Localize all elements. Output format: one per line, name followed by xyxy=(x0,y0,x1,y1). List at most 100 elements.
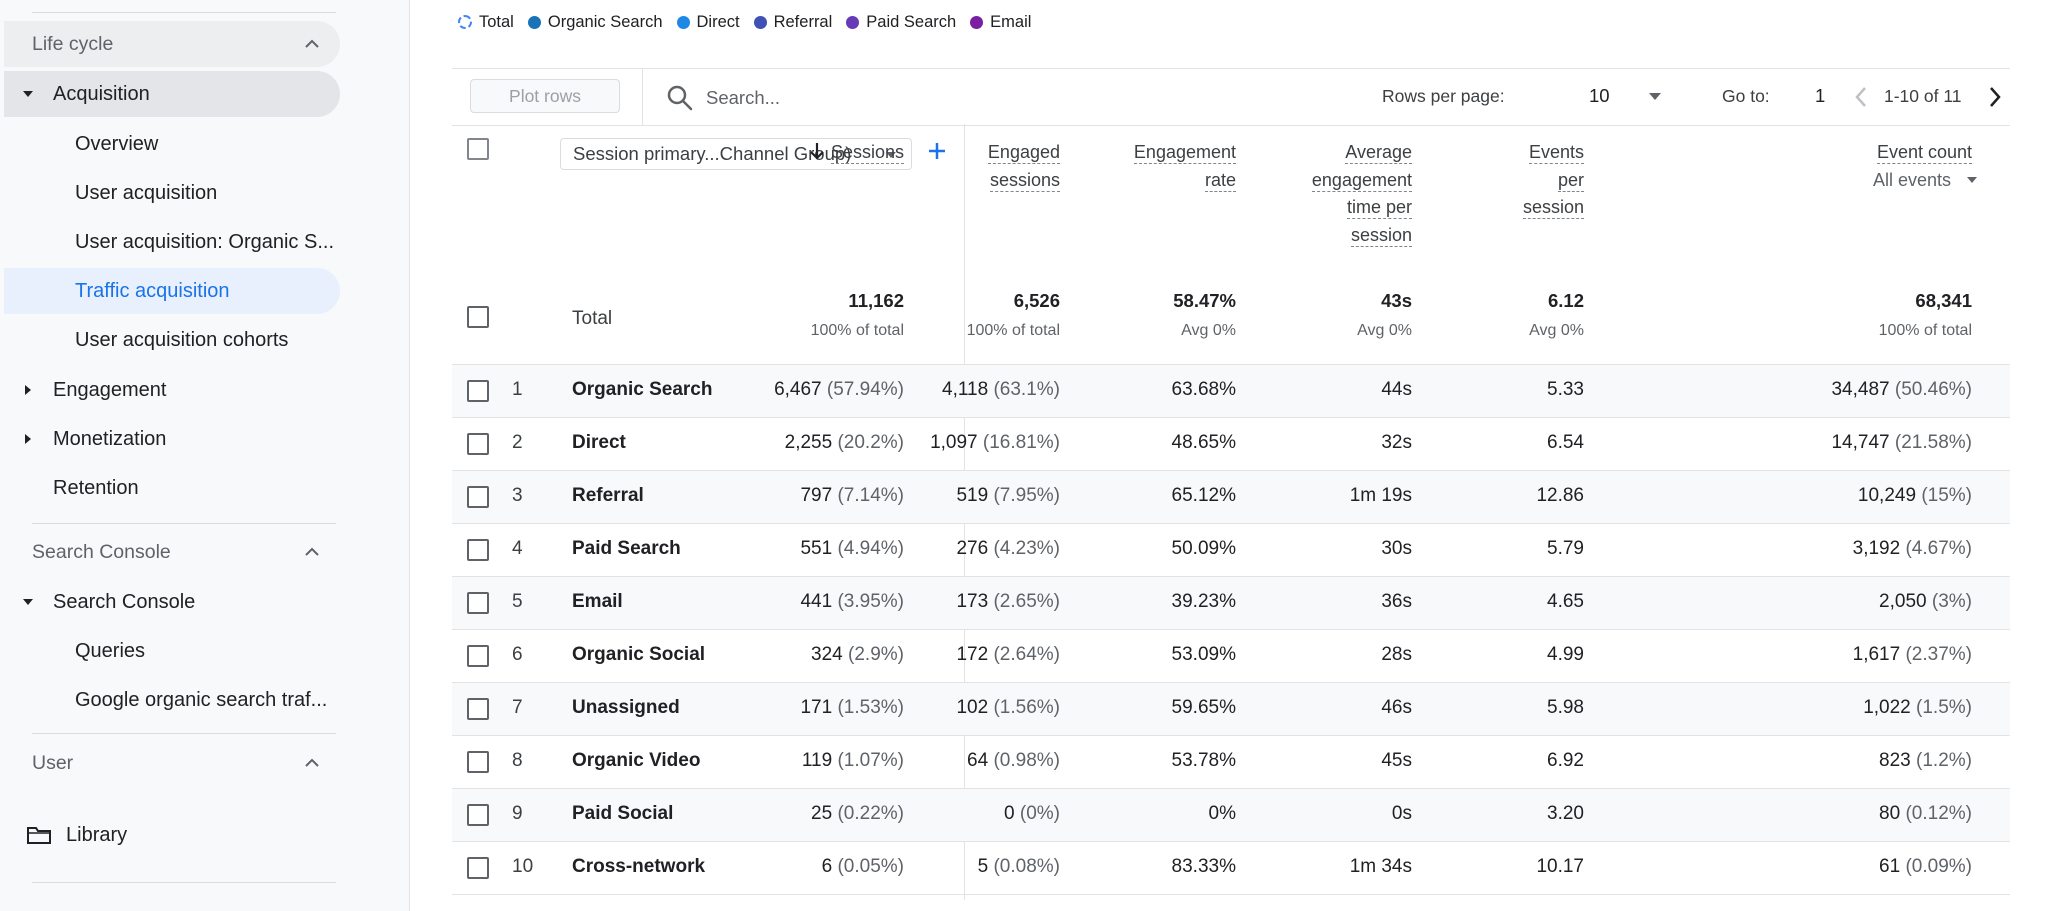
row-checkbox[interactable] xyxy=(467,804,489,826)
plus-icon[interactable] xyxy=(926,140,948,162)
sidebar-group-search-console[interactable]: Search Console xyxy=(4,579,340,625)
cell-value: 80 xyxy=(1879,803,1901,824)
col-header-events-per-session[interactable]: Events per session xyxy=(1474,139,1584,222)
sidebar-item-queries[interactable]: Queries xyxy=(4,628,340,674)
sidebar-item-label: User acquisition xyxy=(75,181,218,204)
sidebar-section-user[interactable]: User xyxy=(4,740,340,786)
event-filter-label: All events xyxy=(1872,170,1951,190)
col-header-avg-engagement-time[interactable]: Average engagement time per session xyxy=(1262,139,1412,249)
row-checkbox[interactable] xyxy=(467,645,489,667)
row-channel-name[interactable]: Email xyxy=(572,591,623,612)
rows-per-page-select[interactable]: 10 xyxy=(1589,85,1610,106)
row-checkbox[interactable] xyxy=(467,433,489,455)
cell-engagement-rate: 53.09% xyxy=(1172,644,1236,666)
legend-item[interactable]: Organic Search xyxy=(527,13,663,32)
chevron-left-icon[interactable] xyxy=(1850,83,1872,111)
legend-label: Direct xyxy=(696,12,740,31)
row-checkbox[interactable] xyxy=(467,751,489,773)
cell-value: 797 xyxy=(800,485,833,506)
row-channel-name[interactable]: Paid Search xyxy=(572,538,681,559)
cell-percent: (1.07%) xyxy=(837,750,904,771)
row-checkbox[interactable] xyxy=(467,539,489,561)
sidebar-item-library[interactable]: Library xyxy=(4,812,340,858)
row-checkbox[interactable] xyxy=(467,857,489,879)
cell-value: 61 xyxy=(1879,856,1901,877)
cell-engagement-rate: 39.23% xyxy=(1172,591,1236,613)
row-index: 3 xyxy=(512,485,523,506)
legend-item[interactable]: Total xyxy=(458,13,514,32)
sidebar-item-overview[interactable]: Overview xyxy=(4,121,340,167)
dimension-select[interactable]: Session primary...Channel Group) xyxy=(560,138,912,170)
cell-events-per-session: 3.20 xyxy=(1547,803,1584,825)
col-header-event-count[interactable]: Event count xyxy=(1772,139,1972,167)
row-channel-name[interactable]: Organic Search xyxy=(572,379,713,400)
sidebar-item-user-acquisition[interactable]: User acquisition xyxy=(4,170,340,216)
arrow-down-icon xyxy=(810,143,824,160)
sidebar-item-google-organic-search-traffic[interactable]: Google organic search traf... xyxy=(4,677,340,723)
table-row: 4 Paid Search 551 (4.94%) 276 (4.23%) 50.09%… xyxy=(452,524,2010,577)
go-to-input[interactable]: 1 xyxy=(1815,85,1826,106)
row-channel-name[interactable]: Cross-network xyxy=(572,856,706,877)
sidebar-item-user-acquisition-organic[interactable]: User acquisition: Organic S... xyxy=(4,219,340,265)
row-channel-name[interactable]: Unassigned xyxy=(572,697,680,718)
table-row: 8 Organic Video 119 (1.07%) 64 (0.98%) 53.78… xyxy=(452,736,2010,789)
cell-sessions: 441 (3.95%) xyxy=(800,591,904,613)
col-header-engagement-rate[interactable]: Engagement rate xyxy=(1086,139,1236,194)
cell-value: 0s xyxy=(1391,803,1412,824)
col-header-engaged-sessions[interactable]: Engaged sessions xyxy=(930,139,1060,194)
plot-rows-button[interactable]: Plot rows xyxy=(470,79,620,113)
col-header-sessions[interactable]: Sessions xyxy=(784,139,904,167)
sidebar-item-retention[interactable]: Retention xyxy=(4,465,340,511)
caret-right-icon xyxy=(25,434,31,444)
cell-value: 1,022 xyxy=(1863,697,1911,718)
sidebar-divider xyxy=(32,882,336,883)
cell-sessions: 171 (1.53%) xyxy=(800,697,904,719)
sidebar-group-engagement[interactable]: Engagement xyxy=(4,367,340,413)
legend-item[interactable]: Direct xyxy=(676,12,740,32)
row-checkbox[interactable] xyxy=(467,698,489,720)
cell-avg-engagement-time: 46s xyxy=(1381,697,1412,719)
row-index: 8 xyxy=(512,750,523,771)
row-checkbox[interactable] xyxy=(467,592,489,614)
cell-avg-engagement-time: 36s xyxy=(1381,591,1412,613)
total-avg-engagement-time-sub: Avg 0% xyxy=(1357,322,1412,339)
cell-value: 34,487 xyxy=(1831,379,1890,400)
sidebar-item-user-acquisition-cohorts[interactable]: User acquisition cohorts xyxy=(4,317,340,363)
row-channel-name[interactable]: Direct xyxy=(572,432,626,453)
row-channel-name[interactable]: Organic Video xyxy=(572,750,701,771)
sidebar-item-traffic-acquisition[interactable]: Traffic acquisition xyxy=(4,268,340,314)
cell-percent: (3.95%) xyxy=(837,591,904,612)
select-all-checkbox[interactable] xyxy=(467,138,489,160)
search-input[interactable] xyxy=(704,81,1088,115)
sidebar-section-life-cycle[interactable]: Life cycle xyxy=(4,21,340,67)
cell-percent: (2.64%) xyxy=(993,644,1060,665)
cell-sessions: 6 (0.05%) xyxy=(822,856,904,878)
cell-avg-engagement-time: 1m 34s xyxy=(1350,856,1412,878)
row-channel-name[interactable]: Referral xyxy=(572,485,644,506)
col-header-label: rate xyxy=(1204,169,1236,192)
cell-sessions: 6,467 (57.94%) xyxy=(774,379,904,401)
cell-value: 64 xyxy=(967,750,989,771)
cell-sessions: 551 (4.94%) xyxy=(800,538,904,560)
total-row-checkbox[interactable] xyxy=(467,306,489,328)
cell-value: 63.68% xyxy=(1171,379,1236,400)
cell-percent: (57.94%) xyxy=(826,379,904,400)
legend-item[interactable]: Paid Search xyxy=(846,13,956,32)
row-checkbox[interactable] xyxy=(467,486,489,508)
sidebar-section-search-console[interactable]: Search Console xyxy=(4,529,340,575)
sidebar-group-acquisition[interactable]: Acquisition xyxy=(4,71,340,117)
cell-value: 823 xyxy=(1879,750,1911,771)
legend-item[interactable]: Referral xyxy=(753,13,832,32)
chevron-right-icon[interactable] xyxy=(1984,83,2006,111)
legend-item[interactable]: Email xyxy=(970,13,1031,32)
event-filter-select[interactable]: All events xyxy=(1778,167,1978,195)
sidebar-group-label: Monetization xyxy=(53,427,167,450)
row-checkbox[interactable] xyxy=(467,380,489,402)
cell-sessions: 324 (2.9%) xyxy=(811,644,904,666)
sidebar-group-monetization[interactable]: Monetization xyxy=(4,416,340,462)
row-index: 1 xyxy=(512,379,523,400)
row-channel-name[interactable]: Organic Social xyxy=(572,644,706,665)
caret-down-icon[interactable] xyxy=(1648,91,1662,101)
row-channel-name[interactable]: Paid Social xyxy=(572,803,674,824)
sidebar-group-label: Engagement xyxy=(53,378,167,401)
